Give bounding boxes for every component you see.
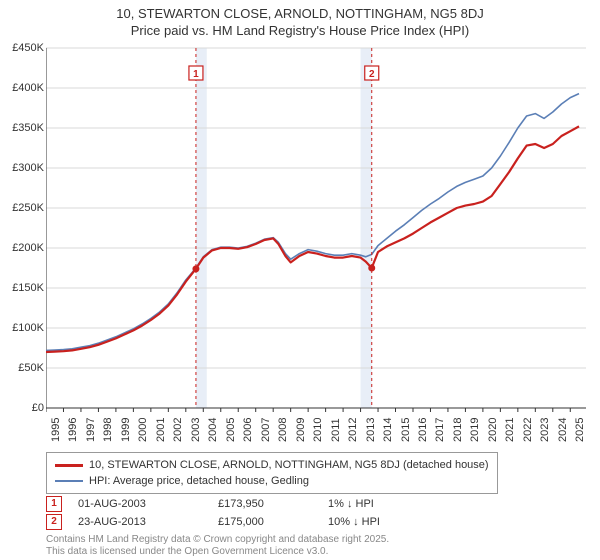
x-tick-label: 1996 xyxy=(67,418,79,442)
transaction-date: 23-AUG-2013 xyxy=(78,516,218,528)
x-tick-label: 2001 xyxy=(155,418,167,442)
x-tick-label: 2011 xyxy=(330,418,342,442)
x-tick-label: 1998 xyxy=(102,418,114,442)
x-tick-label: 2023 xyxy=(539,418,551,442)
title-line-2: Price paid vs. HM Land Registry's House … xyxy=(0,21,600,38)
transaction-row: 2 23-AUG-2013£175,00010% ↓ HPI xyxy=(46,513,448,531)
x-tick-label: 2019 xyxy=(469,418,481,442)
x-tick-label: 2022 xyxy=(522,418,534,442)
x-tick-label: 2012 xyxy=(347,418,359,442)
x-tick-label: 2025 xyxy=(574,418,586,442)
legend-swatch xyxy=(55,480,83,482)
x-tick-label: 1997 xyxy=(85,418,97,442)
y-tick-label: £100K xyxy=(4,322,44,334)
title-line-1: 10, STEWARTON CLOSE, ARNOLD, NOTTINGHAM,… xyxy=(0,0,600,21)
legend: 10, STEWARTON CLOSE, ARNOLD, NOTTINGHAM,… xyxy=(46,452,498,494)
y-tick-label: £350K xyxy=(4,122,44,134)
transaction-marker: 1 xyxy=(46,496,62,512)
x-tick-label: 2014 xyxy=(382,418,394,442)
y-tick-label: £0 xyxy=(4,402,44,414)
chart-area: 12 xyxy=(46,44,586,424)
x-tick-label: 2008 xyxy=(277,418,289,442)
transaction-row: 1 01-AUG-2003£173,9501% ↓ HPI xyxy=(46,495,448,513)
transaction-price: £173,950 xyxy=(218,498,328,510)
x-tick-label: 2015 xyxy=(400,418,412,442)
x-tick-label: 2005 xyxy=(225,418,237,442)
transaction-price: £175,000 xyxy=(218,516,328,528)
y-tick-label: £250K xyxy=(4,202,44,214)
x-tick-label: 2000 xyxy=(137,418,149,442)
x-tick-label: 2004 xyxy=(207,418,219,442)
x-tick-label: 1995 xyxy=(50,418,62,442)
legend-label: 10, STEWARTON CLOSE, ARNOLD, NOTTINGHAM,… xyxy=(89,457,489,473)
transaction-pct: 1% ↓ HPI xyxy=(328,498,448,510)
chart-svg: 12 xyxy=(46,44,586,424)
transactions-table: 1 01-AUG-2003£173,9501% ↓ HPI 2 23-AUG-2013… xyxy=(46,495,448,531)
x-tick-label: 2016 xyxy=(417,418,429,442)
x-tick-label: 2020 xyxy=(487,418,499,442)
legend-swatch xyxy=(55,464,83,467)
transaction-date: 01-AUG-2003 xyxy=(78,498,218,510)
x-tick-label: 2009 xyxy=(295,418,307,442)
y-tick-label: £200K xyxy=(4,242,44,254)
transaction-marker: 2 xyxy=(46,514,62,530)
legend-item: HPI: Average price, detached house, Gedl… xyxy=(55,473,489,489)
x-tick-label: 2006 xyxy=(242,418,254,442)
x-tick-label: 2010 xyxy=(312,418,324,442)
x-tick-label: 2018 xyxy=(452,418,464,442)
x-tick-label: 2002 xyxy=(172,418,184,442)
x-tick-label: 1999 xyxy=(120,418,132,442)
x-tick-label: 2013 xyxy=(365,418,377,442)
y-tick-label: £400K xyxy=(4,82,44,94)
footer-line-2: This data is licensed under the Open Gov… xyxy=(46,546,389,558)
svg-text:1: 1 xyxy=(193,69,199,80)
footer-line-1: Contains HM Land Registry data © Crown c… xyxy=(46,534,389,546)
legend-item: 10, STEWARTON CLOSE, ARNOLD, NOTTINGHAM,… xyxy=(55,457,489,473)
transaction-pct: 10% ↓ HPI xyxy=(328,516,448,528)
x-tick-label: 2007 xyxy=(260,418,272,442)
y-tick-label: £50K xyxy=(4,362,44,374)
x-tick-label: 2017 xyxy=(434,418,446,442)
footer: Contains HM Land Registry data © Crown c… xyxy=(46,534,389,558)
y-tick-label: £450K xyxy=(4,42,44,54)
x-tick-label: 2021 xyxy=(504,418,516,442)
y-tick-label: £300K xyxy=(4,162,44,174)
chart-container: 10, STEWARTON CLOSE, ARNOLD, NOTTINGHAM,… xyxy=(0,0,600,560)
y-tick-label: £150K xyxy=(4,282,44,294)
x-tick-label: 2024 xyxy=(557,418,569,442)
x-tick-label: 2003 xyxy=(190,418,202,442)
svg-text:2: 2 xyxy=(369,69,375,80)
legend-label: HPI: Average price, detached house, Gedl… xyxy=(89,473,309,489)
